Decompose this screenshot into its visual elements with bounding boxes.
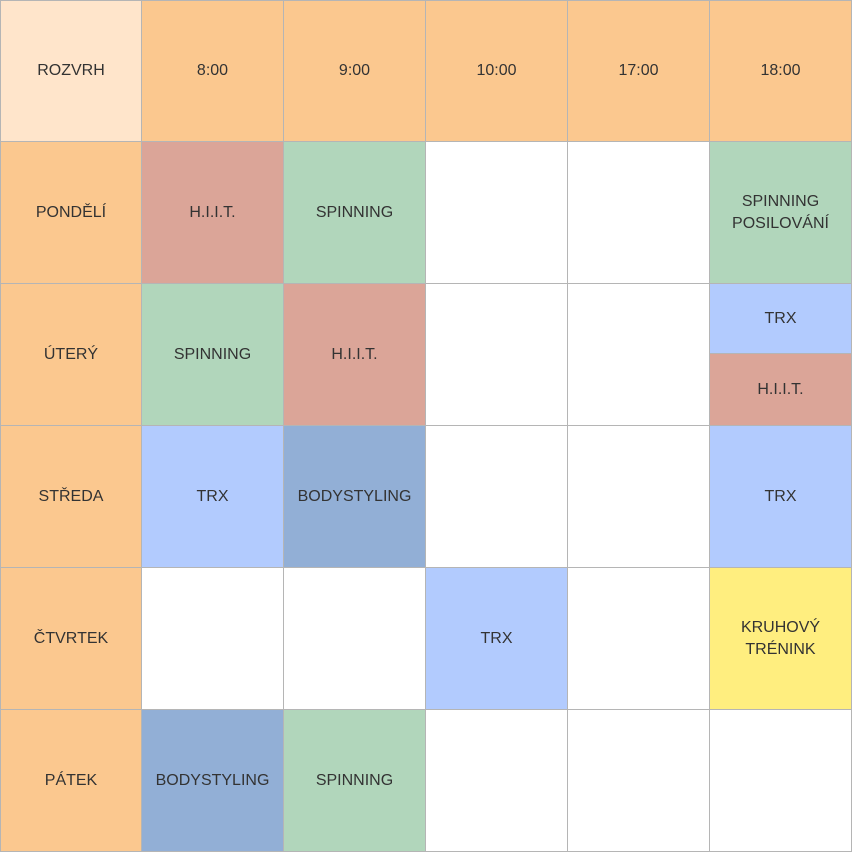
class-label: KRUHOVÝ TRÉNINK [740, 618, 821, 658]
class-label: H.I.I.T. [189, 203, 236, 221]
time-header: 10:00 [426, 0, 568, 142]
schedule-cell-split: TRX H.I.I.T. [710, 284, 852, 426]
class-slot-bodystyling: BODYSTYLING [284, 426, 426, 568]
day-header-streda: STŘEDA [0, 426, 142, 568]
day-header-pondeli: PONDĚLÍ [0, 142, 142, 284]
class-slot-spinning: SPINNING POSILOVÁNÍ [710, 142, 852, 284]
time-label: 17:00 [618, 62, 659, 79]
day-label: ČTVRTEK [33, 629, 109, 647]
day-header-utery: ÚTERÝ [0, 284, 142, 426]
class-label: H.I.I.T. [757, 380, 804, 398]
day-header-patek: PÁTEK [0, 710, 142, 852]
class-label: H.I.I.T. [331, 345, 378, 363]
class-slot-hiit: H.I.I.T. [142, 142, 284, 284]
empty-slot [710, 710, 852, 852]
class-slot-trx: TRX [710, 284, 851, 353]
class-label: SPINNING [173, 345, 252, 363]
class-slot-hiit: H.I.I.T. [284, 284, 426, 426]
day-label: PÁTEK [44, 771, 98, 789]
empty-slot [426, 426, 568, 568]
class-label: TRX [480, 629, 513, 647]
class-slot-trx: TRX [426, 568, 568, 710]
time-header: 8:00 [142, 0, 284, 142]
time-header: 9:00 [284, 0, 426, 142]
class-slot-spinning: SPINNING [284, 142, 426, 284]
corner-header: ROZVRH [0, 0, 142, 142]
day-label: ÚTERÝ [43, 345, 99, 363]
time-label: 9:00 [338, 62, 371, 79]
class-label: TRX [764, 487, 797, 505]
class-label: SPINNING POSILOVÁNÍ [732, 192, 829, 232]
empty-slot [568, 710, 710, 852]
class-slot-bodystyling: BODYSTYLING [142, 710, 284, 852]
time-label: 10:00 [476, 62, 517, 79]
empty-slot [568, 568, 710, 710]
class-label: TRX [764, 309, 797, 327]
time-label: 8:00 [196, 62, 229, 79]
empty-slot [284, 568, 426, 710]
empty-slot [142, 568, 284, 710]
day-label: STŘEDA [38, 487, 104, 505]
empty-slot [426, 284, 568, 426]
class-slot-hiit: H.I.I.T. [710, 353, 851, 425]
empty-slot [568, 142, 710, 284]
class-label: SPINNING [315, 771, 394, 789]
empty-slot [568, 284, 710, 426]
class-label: TRX [196, 487, 229, 505]
day-header-ctvrtek: ČTVRTEK [0, 568, 142, 710]
empty-slot [568, 426, 710, 568]
day-label: PONDĚLÍ [35, 203, 107, 221]
corner-label: ROZVRH [37, 62, 105, 79]
empty-slot [426, 710, 568, 852]
class-label: BODYSTYLING [155, 771, 270, 789]
class-slot-trx: TRX [142, 426, 284, 568]
class-slot-spinning: SPINNING [284, 710, 426, 852]
class-slot-trx: TRX [710, 426, 852, 568]
empty-slot [426, 142, 568, 284]
time-header: 17:00 [568, 0, 710, 142]
class-label: SPINNING [315, 203, 394, 221]
time-header: 18:00 [710, 0, 852, 142]
class-slot-kruhovy: KRUHOVÝ TRÉNINK [710, 568, 852, 710]
class-label: BODYSTYLING [297, 487, 412, 505]
class-slot-spinning: SPINNING [142, 284, 284, 426]
time-label: 18:00 [760, 62, 801, 79]
